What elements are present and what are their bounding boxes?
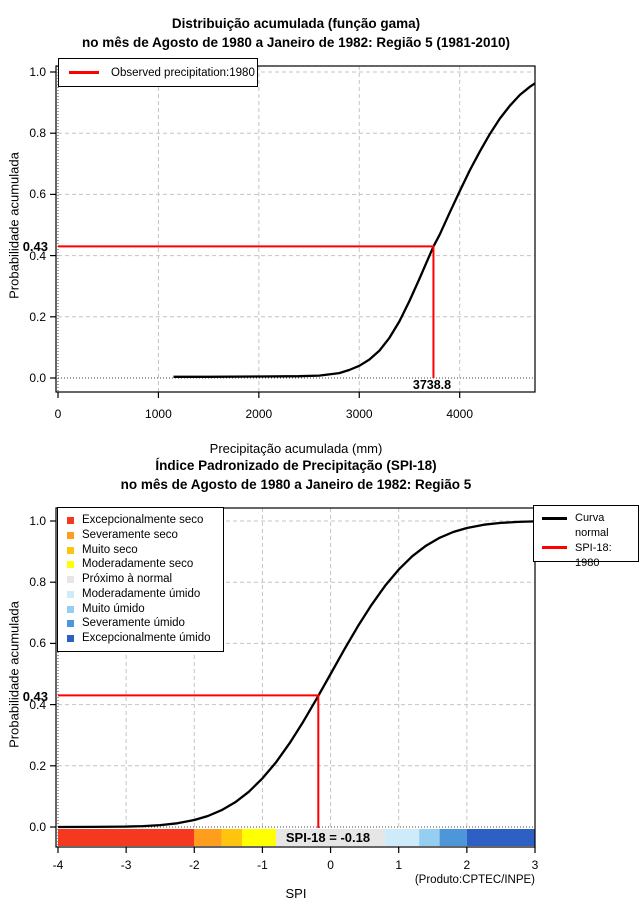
spi-categories-legend: Excepcionalmente seco Severamente seco Mui… [57,507,224,652]
category-marker-icon [67,620,74,628]
chart2-x-axis-label: SPI [285,886,307,900]
y-tick-label: 1.0 [29,514,46,528]
chart1-title: Distribuição acumulada (função gama) no … [0,14,592,52]
y-tick-label: 0.0 [29,371,46,385]
x-tick-label: -4 [52,858,64,872]
y-tick-label: 0.0 [29,820,46,834]
red-line-sample-icon [69,71,99,74]
colorbar-segment [194,829,222,846]
chart1-probability-annotation: 0.43 [22,239,48,254]
chart1-legend-label: Observed precipitation:1980 [111,66,255,79]
x-tick-label: 2 [463,858,471,872]
x-tick-label: 1 [395,858,403,872]
legend-spi-label: SPI-18: 1980 [575,542,612,569]
category-label: Moderadamente seco [82,558,194,571]
category-label: Excepcionalmente úmido [82,632,211,644]
chart1-precipitation-annotation: 3738.8 [412,378,452,392]
chart2-title-line2: no mês de Agosto de 1980 a Janeiro de 19… [120,477,472,492]
chart2-title: Índice Padronizado de Precipitação (SPI-… [0,456,592,494]
red-line-sample-icon [542,546,567,549]
colorbar-segment [58,829,195,846]
chart1-legend: Observed precipitation:1980 [58,58,258,87]
category-label: Severamente úmido [82,617,185,630]
legend-item: Muito seco [67,544,223,557]
legend-item: Moderadamente seco [67,558,223,571]
category-label: Moderadamente úmido [82,587,201,600]
category-label: Muito seco [82,543,138,556]
legend-item: Moderadamente úmido [67,588,223,601]
category-marker-icon [67,635,74,642]
colorbar-segment [419,829,440,846]
observed-value-lines [58,694,320,828]
chart1-title-line1: Distribuição acumulada (função gama) [171,16,421,31]
y-tick-label: 0.4 [29,248,46,263]
y-tick-label: 1.0 [29,65,46,79]
category-marker-icon [67,590,74,598]
legend-item: Severamente seco [67,529,223,542]
y-tick-label: 0.4 [29,697,46,712]
y-tick-label: 0.8 [29,575,46,590]
legend-item: Excepcionalmente seco [67,514,223,527]
colorbar-segment [466,829,535,846]
category-marker-icon [67,517,74,524]
legend-item: Muito úmido [67,603,223,616]
legend-item: Excepcionalmente úmido [67,632,223,645]
chart1-x-axis-label: Precipitação acumulada (mm) [209,441,383,456]
colorbar-segment [385,829,420,846]
chart1-title-line2: no mês de Agosto de 1980 a Janeiro de 19… [82,35,510,50]
category-label: Excepcionalmente seco [82,514,204,526]
observed-value-lines [58,245,435,378]
category-label: Próximo à normal [82,573,173,585]
x-tick-label: 1000 [145,407,172,421]
x-tick-label: 3000 [345,407,373,421]
legend-entry-normal-curve: Curva normal [542,511,638,541]
y-tick-label: 0.6 [29,636,46,651]
chart2-curve-legend: Curva normal SPI-18: 1980 [533,505,639,569]
legend-item: Próximo à normal [67,573,223,586]
category-marker-icon [67,546,74,554]
chart2-spi-annotation: SPI-18 = -0.18 [285,830,371,845]
colorbar-segment [439,829,467,846]
colorbar-segment [221,829,242,846]
x-tick-label: 0 [327,858,334,872]
black-line-sample-icon [542,517,567,520]
cdf-curve [173,82,536,378]
category-label: Muito úmido [82,602,145,615]
legend-entry-spi-1980: SPI-18: 1980 [542,541,638,571]
category-marker-icon [67,576,74,583]
category-marker-icon [67,605,74,613]
chart1-y-axis-label: Probabilidade acumulada [6,152,22,299]
legend-item: Severamente úmido [67,617,223,630]
legend-normal-line2: normal [575,527,609,539]
legend-normal-line1: Curva [575,512,605,524]
x-tick-label: 0 [54,407,62,421]
category-label: Severamente seco [82,528,178,541]
chart2-title-line1: Índice Padronizado de Precipitação (SPI-… [155,458,437,473]
x-tick-label: -2 [188,858,200,872]
plot-frame [55,65,536,393]
x-tick-label: -1 [257,858,268,872]
x-tick-label: 4000 [446,407,474,421]
colorbar-segment [276,829,386,846]
x-tick-label: 2000 [245,407,273,421]
colorbar-segment [241,829,277,846]
category-marker-icon [67,561,74,569]
chart2-probability-annotation: 0.43 [22,689,48,704]
y-tick-label: 0.6 [29,187,46,202]
chart2-y-axis-label: Probabilidade acumulada [6,601,22,748]
x-tick-label: -3 [120,858,132,872]
plot-frame [55,507,536,848]
cdf-curve [57,520,536,829]
x-tick-label: 3 [531,858,539,872]
product-credit: (Produto:CPTEC/INPE) [414,874,535,886]
y-tick-label: 0.2 [29,309,46,324]
y-tick-label: 0.8 [29,126,46,141]
category-marker-icon [67,531,74,539]
y-tick-label: 0.2 [29,758,46,773]
